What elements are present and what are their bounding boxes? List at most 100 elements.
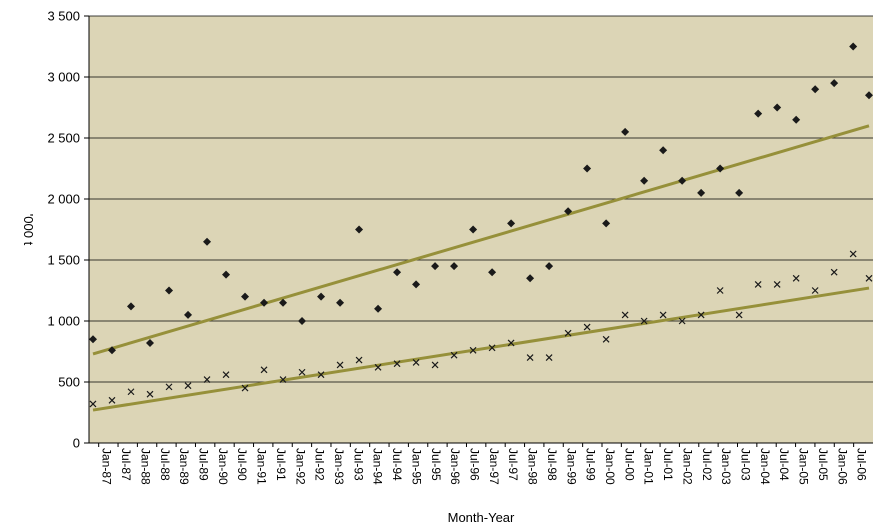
x-marker: [697, 311, 705, 319]
diamond-marker: [127, 302, 136, 311]
x-marker: [564, 329, 572, 337]
x-tick-label: Jan-02: [680, 448, 694, 485]
x-tick-label: Jan-99: [564, 448, 578, 485]
diamond-marker: [488, 268, 497, 277]
x-marker: [602, 335, 610, 343]
y-axis-title: '000 t: [21, 214, 36, 246]
x-marker: [526, 354, 534, 362]
diamond-marker: [241, 292, 250, 301]
x-marker: [317, 371, 325, 379]
x-marker: [849, 250, 857, 258]
x-tick-label: Jan-96: [448, 448, 462, 485]
diamond-marker: [583, 164, 592, 173]
x-tick-label: Jul-00: [622, 448, 636, 481]
y-tick-label: 2 500: [47, 131, 80, 146]
x-marker: [488, 344, 496, 352]
diamond-marker: [830, 79, 839, 88]
diamond-marker: [393, 268, 402, 277]
x-marker: [754, 280, 762, 288]
x-tick-label: Jul-91: [274, 448, 288, 481]
x-tick-label: Jul-96: [467, 448, 481, 481]
x-tick-label: Jan-89: [177, 448, 191, 485]
x-tick-label: Jul-93: [351, 448, 365, 481]
x-marker: [412, 359, 420, 366]
y-tick-label: 500: [58, 375, 80, 390]
diamond-marker: [146, 338, 155, 347]
x-marker: [260, 366, 268, 374]
x-marker: [241, 384, 249, 392]
x-tick-label: Jul-92: [313, 448, 327, 481]
x-marker: [545, 354, 553, 362]
x-tick-label: Jul-89: [196, 448, 210, 481]
x-tick-label: Jan-00: [603, 448, 617, 485]
y-tick-label: 1 000: [47, 314, 80, 329]
diamond-marker: [697, 188, 706, 197]
x-marker: [507, 339, 515, 347]
x-tick-label: Jul-99: [584, 448, 598, 481]
x-marker: [583, 323, 591, 331]
x-marker: [89, 400, 97, 408]
axes: [84, 15, 873, 447]
x-tick-label: Jan-01: [642, 448, 656, 485]
diamond-marker: [298, 317, 307, 325]
diamond-marker: [735, 188, 744, 197]
x-tick-label: Jan-87: [100, 448, 114, 485]
diamond-marker: [317, 292, 326, 301]
x-marker: [621, 311, 629, 319]
x-marker: [450, 351, 458, 359]
y-tick-label: 3 000: [47, 70, 80, 85]
x-tick-label: Jan-03: [719, 448, 733, 485]
x-tick-label: Jan-94: [371, 448, 385, 485]
diamond-marker: [640, 176, 649, 185]
x-tick-label: Jul-90: [235, 448, 249, 481]
diamond-marker: [773, 103, 782, 112]
x-tick-label: Jan-98: [526, 448, 540, 485]
diamond-marker: [336, 298, 345, 307]
diamond-marker: [374, 304, 383, 313]
x-marker: [279, 376, 287, 383]
diamond-marker: [602, 219, 611, 228]
y-tick-label: 1 500: [47, 253, 80, 268]
x-tick-label: Jan-97: [487, 448, 501, 485]
x-marker: [431, 361, 439, 369]
x-tick-label: Jul-88: [158, 448, 172, 481]
plot-area: [89, 16, 873, 443]
x-marker: [203, 376, 211, 383]
x-marker: [716, 287, 724, 294]
x-tick-label: Jan-95: [409, 448, 423, 485]
diamond-marker: [621, 127, 630, 136]
x-tick-label: Jan-88: [138, 448, 152, 485]
x-marker: [830, 268, 838, 276]
x-marker: [165, 383, 173, 391]
data-markers: [89, 42, 873, 408]
x-tick-label: Jan-06: [835, 448, 849, 485]
x-marker: [146, 390, 154, 398]
y-tick-label: 3 500: [47, 9, 80, 24]
diamond-marker: [260, 298, 269, 307]
trend-line-series-2: [92, 286, 870, 412]
x-tick-label: Jan-04: [758, 448, 772, 485]
diamond-marker: [865, 91, 873, 100]
x-tick-label: Jan-93: [332, 448, 346, 485]
diamond-marker: [222, 270, 231, 279]
x-tick-label: Jul-95: [429, 448, 443, 481]
diamond-marker: [545, 262, 554, 271]
diamond-marker: [279, 298, 288, 307]
x-marker: [127, 388, 135, 396]
y-tick-label: 2 000: [47, 192, 80, 207]
y-tick-label: 0: [73, 436, 80, 451]
x-marker: [336, 361, 344, 369]
x-marker: [374, 363, 382, 371]
x-marker: [393, 360, 401, 368]
diamond-marker: [678, 176, 687, 185]
diamond-marker: [754, 109, 763, 118]
diamond-marker: [412, 280, 421, 289]
x-tick-label: Jul-05: [816, 448, 830, 481]
x-tick-label: Jan-05: [797, 448, 811, 485]
diamond-marker: [564, 207, 573, 216]
x-tick-label: Jul-06: [855, 448, 869, 481]
diamond-marker: [792, 115, 801, 124]
x-tick-label: Jul-03: [738, 448, 752, 481]
x-tick-label: Jul-01: [661, 448, 675, 481]
